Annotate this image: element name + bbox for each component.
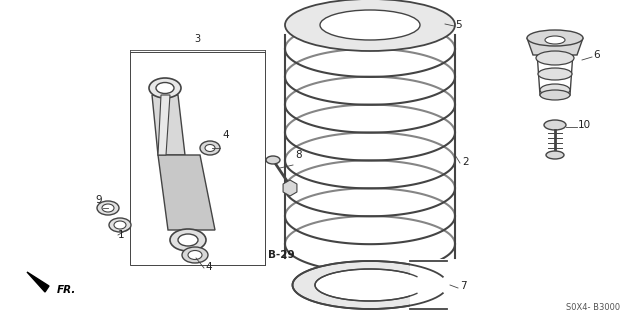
Ellipse shape [109,218,131,232]
Ellipse shape [527,30,583,46]
Polygon shape [527,38,583,55]
Ellipse shape [540,90,570,100]
Ellipse shape [200,141,220,155]
Ellipse shape [540,84,570,96]
Ellipse shape [536,51,574,65]
Ellipse shape [205,145,215,151]
Text: 9: 9 [95,195,102,205]
Text: 3: 3 [194,34,200,44]
Ellipse shape [149,78,181,98]
Polygon shape [27,272,49,292]
Ellipse shape [315,269,425,301]
Ellipse shape [544,120,566,130]
Text: S0X4- B3000: S0X4- B3000 [566,303,620,312]
Ellipse shape [320,10,420,40]
Ellipse shape [102,204,114,212]
Text: 5: 5 [455,20,461,30]
Polygon shape [152,95,185,155]
Ellipse shape [182,247,208,263]
Ellipse shape [170,229,206,251]
Text: 4: 4 [205,262,212,272]
Ellipse shape [285,0,455,51]
Ellipse shape [546,151,564,159]
Text: 10: 10 [578,120,591,130]
Ellipse shape [188,251,202,260]
Text: 8: 8 [295,150,301,160]
Bar [130,52,265,265]
Text: 7: 7 [460,281,467,291]
Text: 4: 4 [222,130,228,140]
Ellipse shape [266,156,280,164]
Ellipse shape [538,68,572,80]
Text: FR.: FR. [57,285,76,295]
Text: 2: 2 [462,157,468,167]
Polygon shape [158,155,215,230]
Ellipse shape [178,234,198,246]
Ellipse shape [545,36,565,44]
Ellipse shape [97,201,119,215]
Ellipse shape [156,83,174,93]
Ellipse shape [114,221,126,229]
Text: 6: 6 [593,50,600,60]
Text: B-29: B-29 [268,250,294,260]
Text: 1: 1 [118,230,125,240]
Ellipse shape [292,261,447,309]
Polygon shape [158,95,170,155]
Polygon shape [410,259,450,311]
